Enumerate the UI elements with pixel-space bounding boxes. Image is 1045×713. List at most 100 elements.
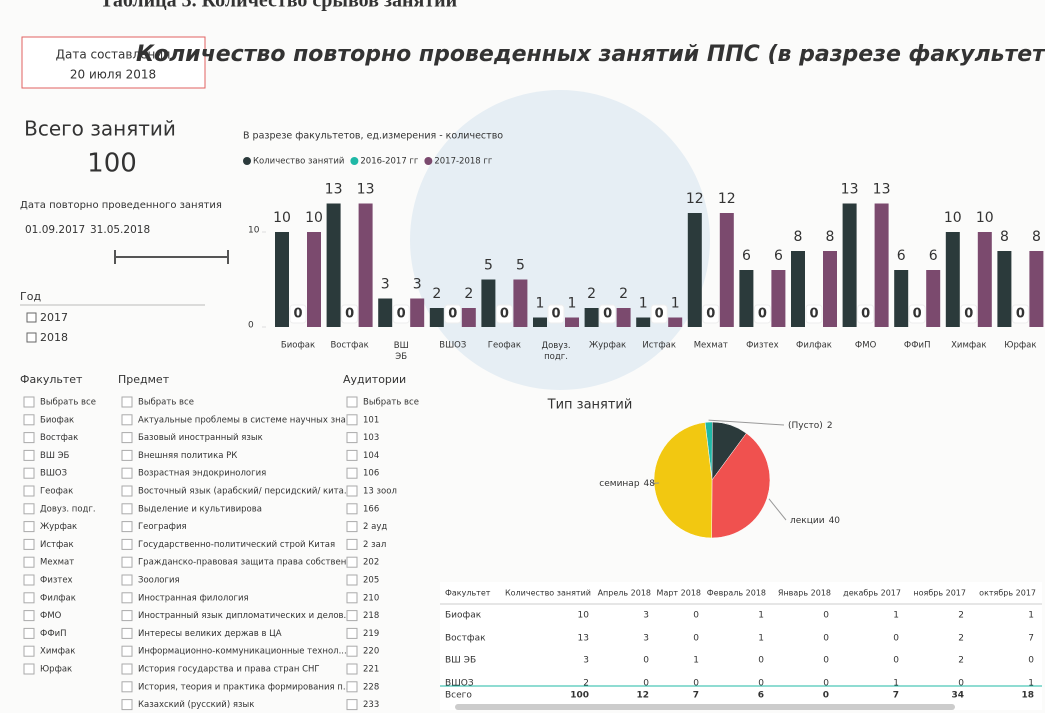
- table-total: 7: [893, 691, 899, 701]
- x-tick-label: Химфак: [951, 341, 986, 351]
- filter-option: 220: [363, 647, 379, 657]
- data-label: 0: [861, 307, 870, 322]
- pie-label: семинар 48: [599, 479, 655, 489]
- data-label: 10: [976, 210, 994, 226]
- table-total: 0: [823, 691, 829, 701]
- checkbox[interactable]: [23, 592, 35, 604]
- table-cell: 0: [693, 611, 699, 621]
- checkbox[interactable]: [121, 627, 133, 639]
- checkbox[interactable]: [346, 663, 358, 675]
- table-cell: 0: [893, 656, 899, 666]
- checkbox[interactable]: [23, 627, 35, 639]
- checkbox[interactable]: [346, 574, 358, 586]
- checkbox[interactable]: [121, 449, 133, 461]
- filter-option: ФФиП: [40, 629, 67, 639]
- filter-option: 233: [363, 700, 379, 710]
- checkbox[interactable]: [121, 432, 133, 444]
- data-label-box: [495, 304, 513, 324]
- checkbox[interactable]: [23, 432, 35, 444]
- checkbox[interactable]: [121, 503, 133, 515]
- table-cell: 13: [578, 634, 589, 644]
- checkbox[interactable]: [121, 521, 133, 533]
- checkbox[interactable]: [346, 645, 358, 657]
- checkbox[interactable]: [121, 414, 133, 426]
- pie-slice: [711, 432, 771, 539]
- checkbox[interactable]: [346, 610, 358, 622]
- filter-option: 205: [363, 576, 379, 586]
- data-label: 6: [929, 248, 938, 264]
- data-label: 0: [809, 307, 818, 322]
- checkbox[interactable]: [346, 538, 358, 550]
- pie-label-name: семинар: [599, 479, 640, 489]
- checkbox[interactable]: [23, 485, 35, 497]
- checkbox[interactable]: [121, 663, 133, 675]
- checkbox[interactable]: [23, 467, 35, 479]
- checkbox[interactable]: [346, 414, 358, 426]
- checkbox[interactable]: [346, 503, 358, 515]
- filter-option: 106: [363, 469, 379, 479]
- checkbox[interactable]: [121, 699, 133, 711]
- table-cell: 0: [893, 634, 899, 644]
- checkbox[interactable]: [23, 538, 35, 550]
- checkbox[interactable]: [346, 485, 358, 497]
- checkbox[interactable]: [23, 414, 35, 426]
- checkbox[interactable]: [121, 396, 133, 408]
- data-label: 5: [516, 258, 525, 274]
- data-label: 0: [964, 307, 973, 322]
- checkbox[interactable]: [346, 699, 358, 711]
- bar: [565, 317, 579, 327]
- pie-label: лекции 40: [790, 516, 840, 526]
- scrollbar[interactable]: [455, 704, 955, 710]
- checkbox[interactable]: [346, 681, 358, 693]
- table-cell: 1: [1028, 611, 1034, 621]
- filter-option: Государственно-политический строй Китая: [138, 540, 335, 550]
- checkbox[interactable]: [346, 592, 358, 604]
- checkbox[interactable]: [23, 574, 35, 586]
- checkbox[interactable]: [346, 627, 358, 639]
- checkbox[interactable]: [23, 503, 35, 515]
- checkbox[interactable]: [23, 610, 35, 622]
- filter-option: Геофак: [40, 487, 73, 497]
- checkbox[interactable]: [121, 485, 133, 497]
- checkbox[interactable]: [121, 467, 133, 479]
- checkbox[interactable]: [23, 663, 35, 675]
- filter-option: История государства и права стран СНГ: [138, 665, 320, 675]
- checkbox[interactable]: [121, 610, 133, 622]
- checkbox[interactable]: [121, 592, 133, 604]
- checkbox[interactable]: [23, 645, 35, 657]
- filter-option: Истфак: [40, 540, 74, 550]
- checkbox[interactable]: [23, 521, 35, 533]
- checkbox[interactable]: [121, 681, 133, 693]
- filter-option: История, теория и практика формирования …: [138, 682, 351, 692]
- data-label: 0: [500, 307, 509, 322]
- filter-option: 202: [363, 558, 379, 568]
- checkbox[interactable]: [346, 521, 358, 533]
- data-label: 0: [448, 307, 457, 322]
- checkbox[interactable]: [23, 396, 35, 408]
- filter-option: 103: [363, 433, 379, 443]
- table-header: Апрель 2018: [598, 589, 651, 598]
- bar: [461, 308, 476, 327]
- bar: [410, 298, 425, 327]
- data-label: 3: [381, 277, 390, 293]
- checkbox[interactable]: [121, 645, 133, 657]
- checkbox[interactable]: [121, 574, 133, 586]
- table-total: 100: [570, 691, 589, 701]
- checkbox[interactable]: [346, 556, 358, 568]
- checkbox[interactable]: [23, 449, 35, 461]
- checkbox[interactable]: [346, 449, 358, 461]
- checkbox[interactable]: [346, 467, 358, 479]
- legend-swatch: [350, 157, 359, 165]
- checkbox[interactable]: [346, 432, 358, 444]
- checkbox[interactable]: [121, 556, 133, 568]
- checkbox[interactable]: [346, 396, 358, 408]
- x-tick-label: Биофак: [281, 341, 315, 351]
- checkbox[interactable]: [23, 556, 35, 568]
- checkbox[interactable]: [26, 312, 37, 323]
- checkbox[interactable]: [121, 538, 133, 550]
- table-cell: 0: [823, 611, 829, 621]
- data-label: 0: [551, 307, 560, 322]
- data-label: 0: [397, 307, 406, 322]
- data-label: 2: [432, 286, 441, 302]
- checkbox[interactable]: [26, 332, 37, 343]
